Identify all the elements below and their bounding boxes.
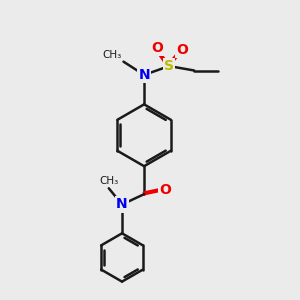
Text: CH₃: CH₃ [102,50,122,60]
Text: O: O [176,43,188,57]
Text: O: O [151,41,163,55]
Text: S: S [164,59,174,73]
Text: N: N [138,68,150,82]
Text: CH₃: CH₃ [99,176,119,186]
Text: N: N [116,197,128,212]
Text: O: O [159,183,171,197]
